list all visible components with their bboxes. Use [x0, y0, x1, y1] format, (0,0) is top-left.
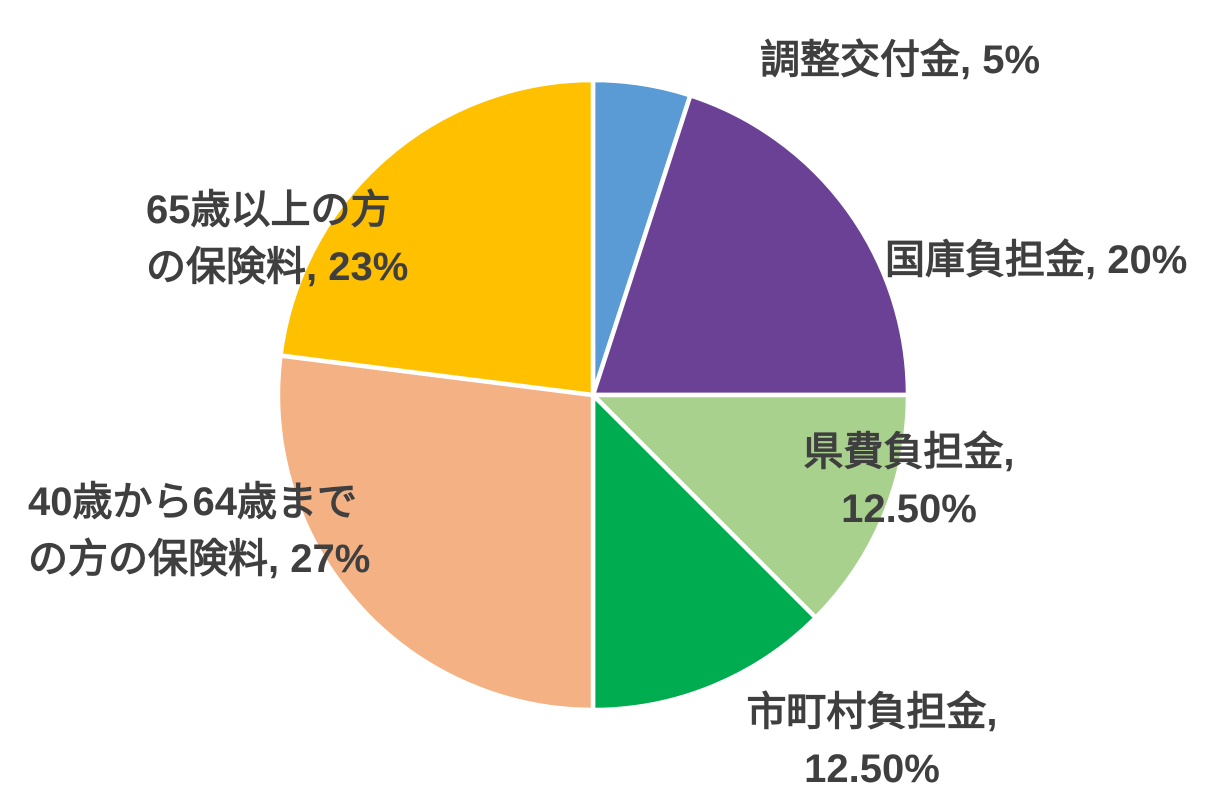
pie-label-line: 12.50%: [841, 487, 977, 531]
pie-label-line: 市町村負担金,: [746, 690, 998, 734]
pie-label-0: 調整交付金, 5%: [760, 32, 1040, 89]
pie-label-line: 県費負担金,: [803, 430, 1015, 474]
pie-label-5: 65歳以上の方 の保険料, 23%: [146, 182, 408, 296]
pie-label-4: 40歳から64歳まで の方の保険料, 27%: [28, 474, 370, 588]
pie-slice-1: [589, 92, 911, 398]
pie-label-2: 県費負担金, 12.50%: [759, 424, 1059, 538]
pie-label-line: 40歳から64歳まで: [28, 480, 357, 524]
pie-label-3: 市町村負担金, 12.50%: [720, 684, 1024, 790]
pie-label-1: 国庫負担金, 20%: [885, 232, 1187, 289]
pie-label-line: 65歳以上の方: [146, 188, 391, 232]
pie-label-line: 調整交付金, 5%: [760, 38, 1041, 82]
pie-slice-4: [275, 353, 596, 713]
pie-label-line: の保険料, 23%: [146, 245, 409, 289]
pie-slice-5: [277, 77, 596, 398]
pie-slice-2: [587, 392, 911, 621]
pie-label-line: 国庫負担金, 20%: [885, 238, 1188, 282]
pie-label-line: 12.50%: [804, 747, 940, 790]
pie-slice-3: [590, 389, 819, 713]
pie-label-line: の方の保険料, 27%: [28, 537, 371, 581]
